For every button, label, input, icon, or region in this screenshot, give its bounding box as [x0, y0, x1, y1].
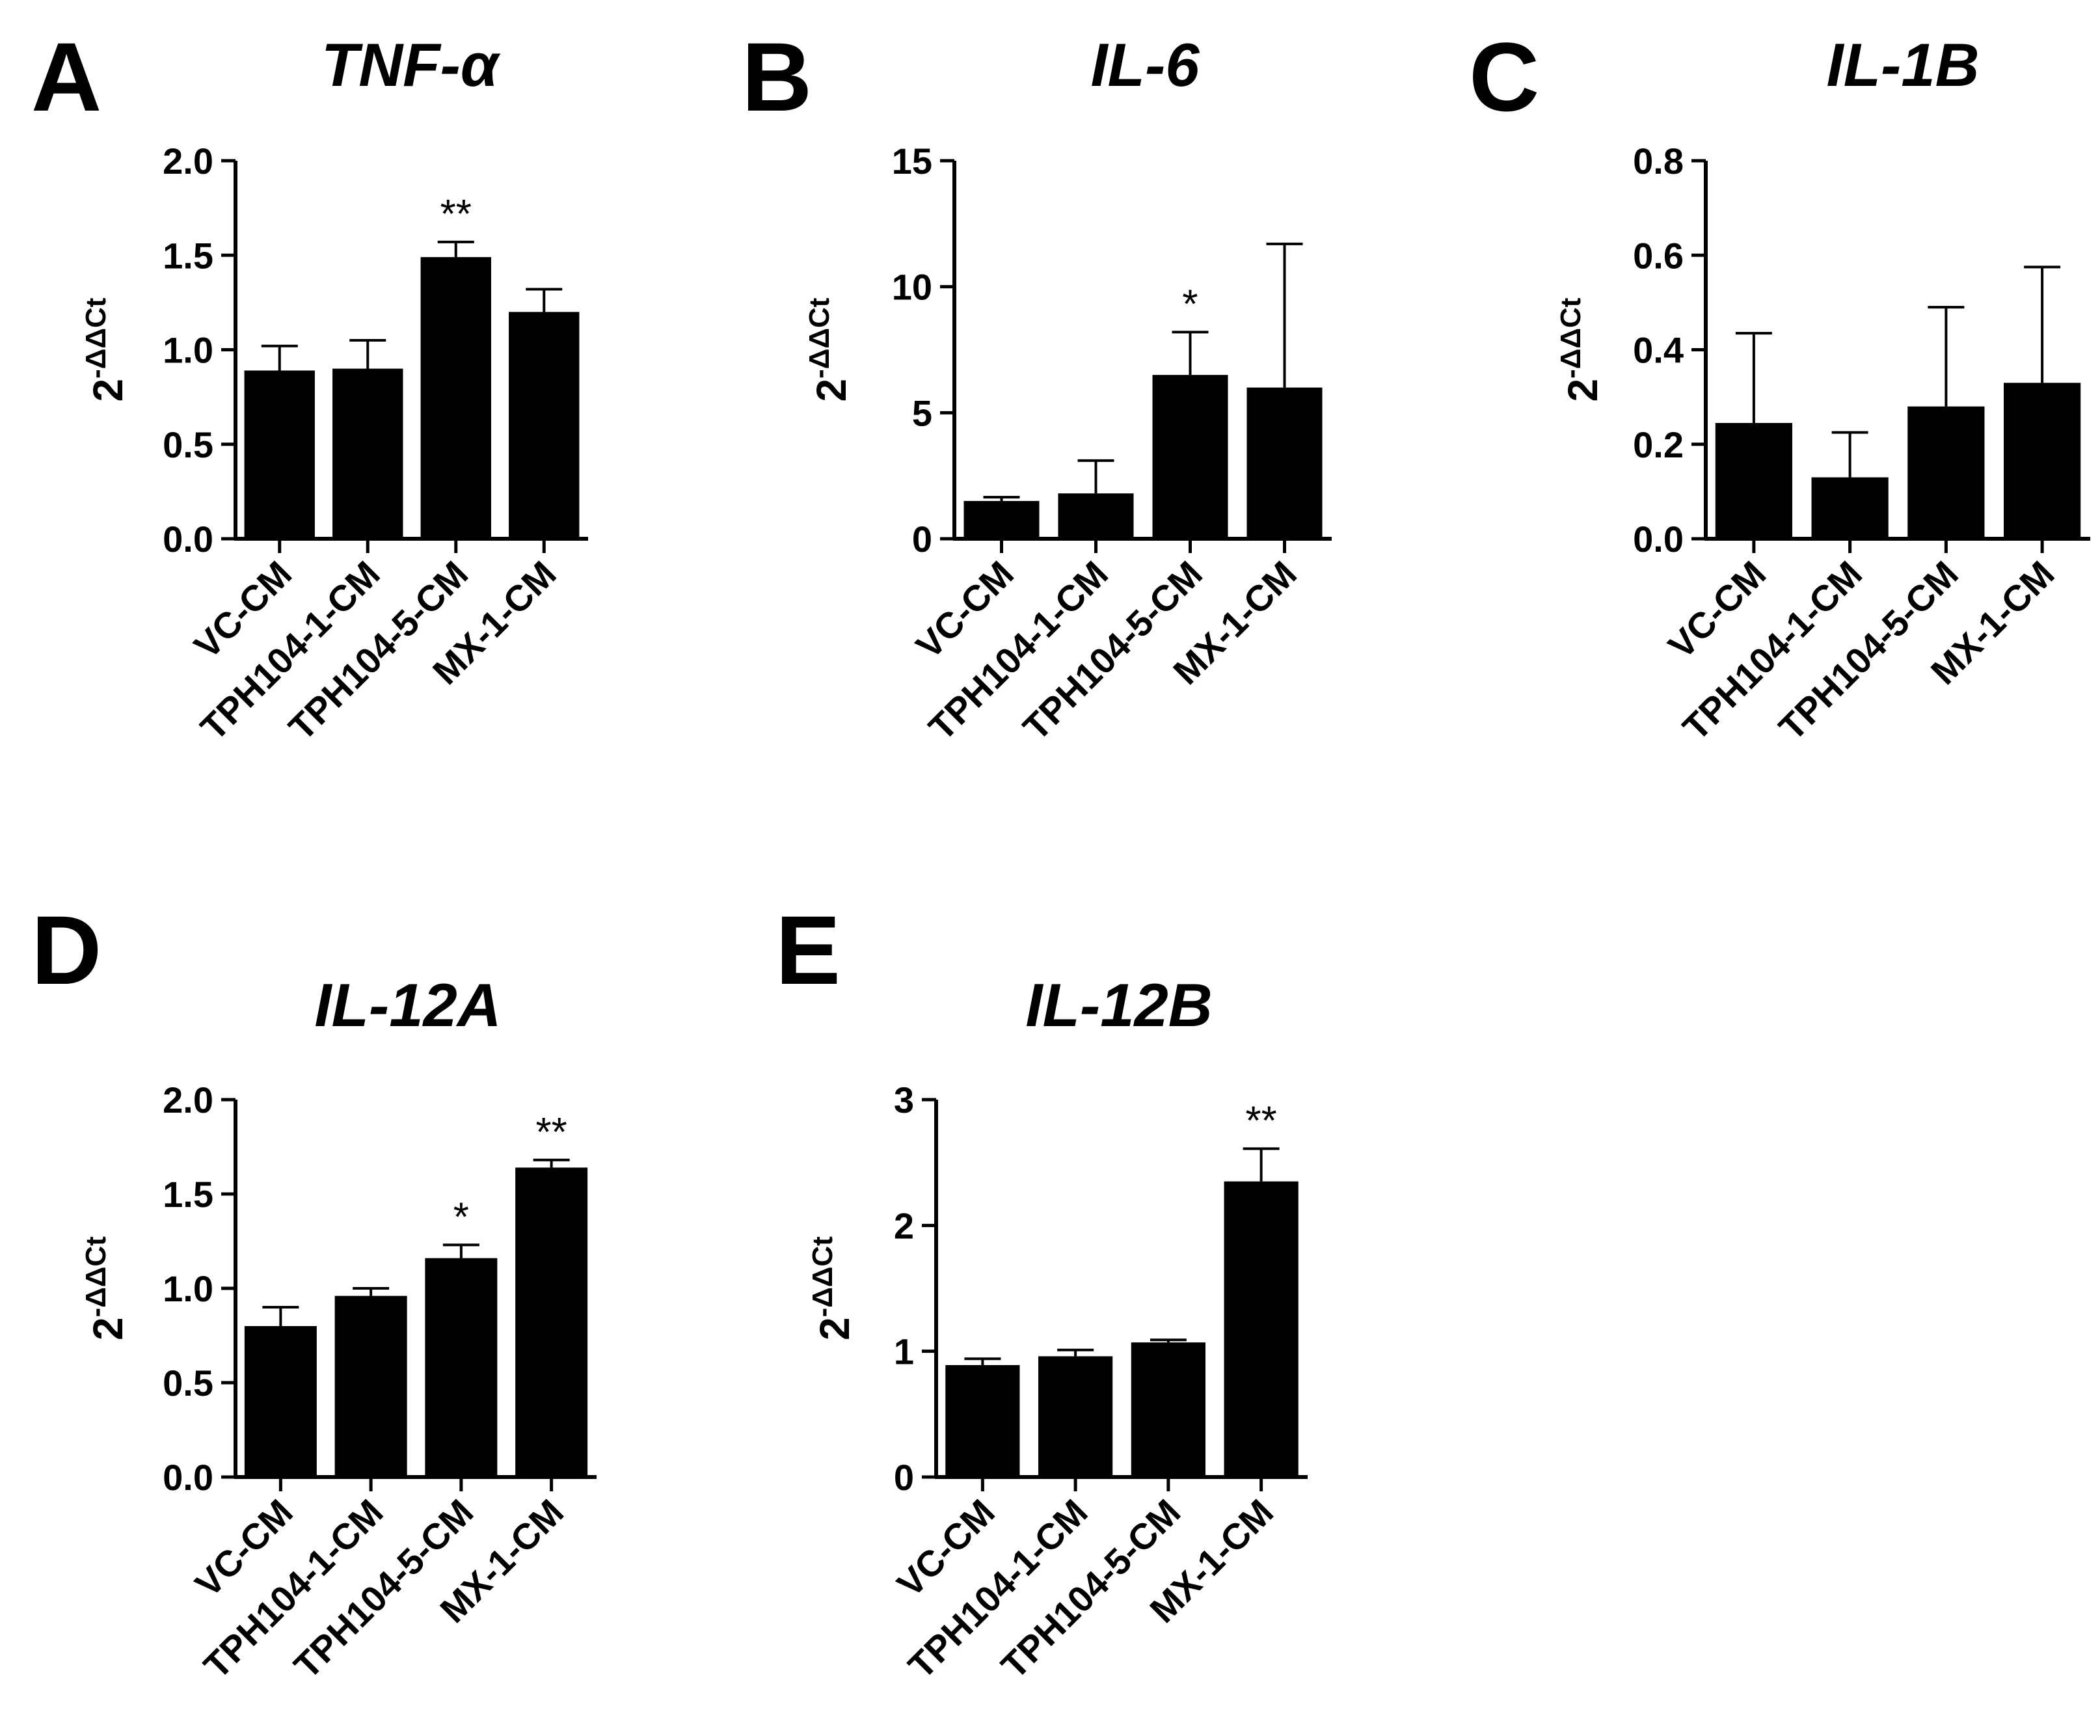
y-axis-label-base: 2 [1559, 379, 1606, 402]
y-tick-label: 2 [894, 1205, 914, 1246]
bar [945, 1364, 1020, 1477]
bar [1715, 423, 1792, 539]
y-axis-label-exponent: -ΔΔCt [807, 1236, 839, 1318]
chart-title: IL-12B [1025, 971, 1212, 1039]
y-tick-label: 5 [912, 392, 932, 433]
y-tick-label: 0.2 [1633, 424, 1684, 465]
y-axis-label-exponent: -ΔΔCt [1555, 297, 1587, 379]
y-tick-label: 0 [912, 519, 932, 560]
y-tick-label: 1.0 [163, 330, 213, 371]
chart-panel-e: EIL-12B2-ΔΔCt0123VC-CMTPH104-1-CMTPH104-… [775, 895, 1308, 1687]
y-tick-label: 1.5 [163, 235, 213, 276]
significance-marker: ** [1245, 1098, 1276, 1143]
y-axis-label: 2-ΔΔCt [80, 297, 131, 401]
y-tick-label: 0.5 [163, 424, 213, 465]
bar [1038, 1356, 1113, 1477]
chart-panel-c: C IL-1B2-ΔΔCt0.00.20.40.60.8VC-CMTPH104-1… [1469, 22, 2090, 748]
bar [1811, 477, 1889, 539]
bar [1058, 493, 1134, 539]
chart-panel-d: DIL-12A2-ΔΔCt0.00.51.01.52.0VC-CMTPH104-… [31, 895, 597, 1687]
y-tick-label: 2.0 [163, 141, 213, 182]
y-tick-label: 10 [892, 267, 932, 308]
y-tick-label: 0 [894, 1457, 914, 1498]
y-tick-label: 15 [892, 141, 932, 182]
bar [963, 500, 1040, 539]
y-tick-label: 1.5 [163, 1174, 213, 1215]
y-tick-label: 0.5 [163, 1363, 213, 1404]
y-axis-label: 2-ΔΔCt [803, 297, 855, 401]
y-tick-label: 3 [894, 1079, 914, 1120]
y-axis-label-base: 2 [85, 1317, 131, 1340]
panel-letter: D [31, 895, 101, 1005]
panel-letter: B [742, 22, 812, 131]
y-axis-label-base: 2 [85, 379, 131, 402]
y-tick-label: 0.0 [1633, 519, 1684, 560]
chart-title: TNF-α [321, 31, 501, 99]
chart-title: IL-1B [1827, 31, 1980, 99]
chart-title: IL-12A [314, 971, 501, 1039]
bar [515, 1167, 588, 1477]
panel-letter: C [1469, 22, 1539, 131]
y-tick-label: 2.0 [163, 1079, 213, 1120]
bar [1246, 387, 1323, 539]
y-axis-label: 2-ΔΔCt [807, 1236, 858, 1340]
bar [1224, 1181, 1299, 1477]
bar [244, 370, 315, 539]
y-axis-label-exponent: -ΔΔCt [80, 297, 112, 379]
y-tick-label: 0.4 [1633, 330, 1684, 371]
significance-marker: ** [535, 1110, 567, 1155]
y-axis-label-exponent: -ΔΔCt [803, 297, 835, 379]
chart-panel-b: B IL-62-ΔΔCt051015VC-CMTPH104-1-CM*TPH104… [742, 22, 1332, 748]
panel-letter: E [775, 895, 841, 1005]
y-tick-label: 0.6 [1633, 235, 1684, 276]
panel-letter: A [31, 22, 101, 131]
bar [334, 1295, 407, 1477]
bar [509, 312, 580, 539]
bar [332, 368, 403, 539]
y-tick-label: 1.0 [163, 1268, 213, 1309]
y-axis-label: 2-ΔΔCt [80, 1236, 131, 1340]
bar [244, 1326, 317, 1477]
bar [1131, 1342, 1205, 1477]
chart-title: IL-6 [1090, 31, 1200, 99]
bar [425, 1258, 498, 1477]
chart-panel-a: A TNF-α2-ΔΔCt0.00.51.01.52.0VC-CMTPH104-1… [31, 22, 588, 748]
bar [1907, 406, 1985, 539]
y-tick-label: 1 [894, 1331, 914, 1372]
bar [1152, 375, 1228, 539]
bar [2004, 383, 2081, 539]
y-tick-label: 0.0 [163, 1457, 213, 1498]
y-axis-label: 2-ΔΔCt [1555, 297, 1606, 401]
significance-marker: * [1182, 282, 1198, 327]
y-tick-label: 0.8 [1633, 141, 1684, 182]
y-tick-label: 0.0 [163, 519, 213, 560]
significance-marker: ** [440, 192, 472, 237]
y-axis-label-base: 2 [808, 379, 855, 402]
y-axis-label-exponent: -ΔΔCt [80, 1236, 112, 1318]
significance-marker: * [453, 1195, 469, 1240]
y-axis-label-base: 2 [811, 1317, 858, 1340]
bar [420, 257, 491, 539]
